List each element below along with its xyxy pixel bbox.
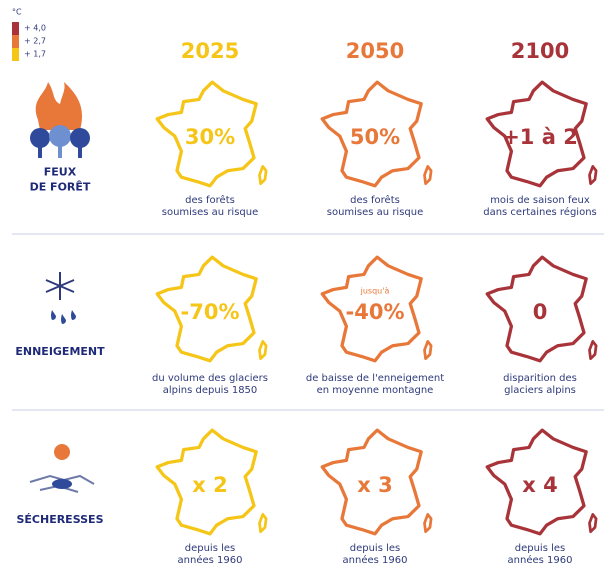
cell-value: -70% bbox=[181, 300, 240, 324]
corsica-outline bbox=[423, 165, 433, 186]
cell-caption: années 1960 bbox=[508, 554, 573, 566]
corsica-outline bbox=[423, 340, 433, 361]
cell-caption: des forêts bbox=[350, 194, 400, 206]
value-prefix: jusqu'à bbox=[360, 287, 390, 296]
year-title: 2025 bbox=[181, 39, 239, 63]
drought-icon bbox=[29, 444, 95, 493]
cell-value: x 4 bbox=[522, 473, 557, 497]
year-title: 2050 bbox=[346, 39, 404, 63]
cell-value: x 2 bbox=[192, 473, 227, 497]
row-label: ENNEIGEMENT bbox=[15, 345, 105, 358]
snow-icon bbox=[45, 272, 76, 324]
cell-caption: depuis les bbox=[185, 543, 236, 554]
row-label: SÉCHERESSES bbox=[16, 513, 103, 526]
cell-value: 50% bbox=[350, 125, 400, 149]
legend-label: + 2,7 bbox=[24, 37, 46, 46]
corsica-outline bbox=[423, 513, 433, 534]
cell-caption: du volume des glaciers bbox=[152, 373, 268, 384]
cell-value: +1 à 2 bbox=[502, 125, 578, 149]
year-title: 2100 bbox=[511, 39, 569, 63]
cell-value: 30% bbox=[185, 125, 235, 149]
legend-swatch bbox=[12, 35, 19, 48]
cell-caption: dans certaines régions bbox=[483, 206, 597, 218]
row-label: FEUX bbox=[44, 166, 77, 179]
legend-label: + 1,7 bbox=[24, 50, 46, 59]
legend-label: + 4,0 bbox=[24, 24, 46, 33]
cell-caption: alpins depuis 1850 bbox=[163, 385, 258, 396]
corsica-outline bbox=[258, 340, 268, 361]
cell-caption: années 1960 bbox=[178, 554, 243, 566]
corsica-outline bbox=[258, 165, 268, 186]
legend-unit: °C bbox=[12, 8, 22, 17]
cell-caption: en moyenne montagne bbox=[317, 385, 434, 396]
cell-value: x 3 bbox=[357, 473, 392, 497]
row-label: DE FORÊT bbox=[30, 181, 91, 194]
cell-caption: mois de saison feux bbox=[490, 195, 590, 206]
cell-caption: disparition des bbox=[503, 373, 577, 384]
corsica-outline bbox=[588, 165, 598, 186]
cell-caption: soumises au risque bbox=[327, 207, 424, 218]
legend-swatch bbox=[12, 48, 19, 61]
corsica-outline bbox=[588, 513, 598, 534]
cell-caption: des forêts bbox=[185, 194, 235, 206]
legend-swatch bbox=[12, 22, 19, 35]
cell-caption: depuis les bbox=[515, 543, 566, 554]
cell-caption: soumises au risque bbox=[162, 207, 259, 218]
cell-value: -40% bbox=[346, 300, 405, 324]
cell-caption: glaciers alpins bbox=[504, 385, 576, 396]
cell-value: 0 bbox=[533, 300, 548, 324]
fire-icon bbox=[30, 82, 90, 158]
corsica-outline bbox=[588, 340, 598, 361]
cell-caption: depuis les bbox=[350, 543, 401, 554]
corsica-outline bbox=[258, 513, 268, 534]
cell-caption: années 1960 bbox=[343, 554, 408, 566]
cell-caption: de baisse de l'enneigement bbox=[306, 373, 444, 384]
